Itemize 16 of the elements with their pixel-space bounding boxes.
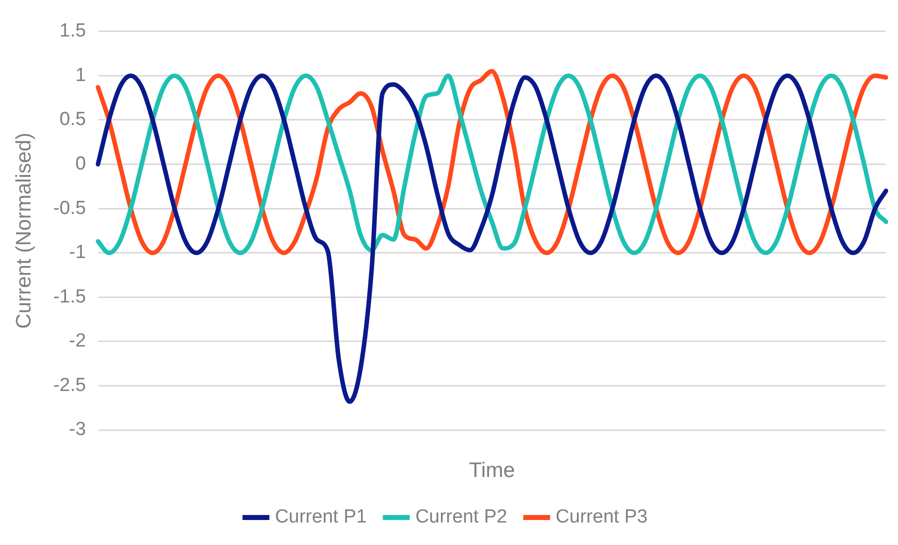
- y-tick-label: -1.5: [53, 286, 86, 308]
- y-tick-label: 1: [75, 64, 86, 86]
- y-tick-label: 1.5: [60, 20, 86, 42]
- y-tick-label: 0: [75, 154, 86, 174]
- y-tick-label: -1: [69, 242, 86, 264]
- y-axis-title: Current (Normalised): [12, 132, 36, 329]
- line-series: [96, 73, 888, 404]
- legend-label: Current P3: [556, 506, 648, 528]
- y-tick-label: 0.5: [60, 109, 86, 130]
- legend-label: Current P1: [274, 506, 367, 528]
- y-tick-label: -3: [69, 419, 86, 440]
- y-tick-label: -2: [69, 330, 86, 352]
- y-tick-label: -0.5: [53, 198, 86, 219]
- y-tick-label: -2.5: [53, 374, 86, 396]
- x-axis-title: Time: [469, 459, 515, 482]
- legend-label: Current P2: [415, 506, 508, 528]
